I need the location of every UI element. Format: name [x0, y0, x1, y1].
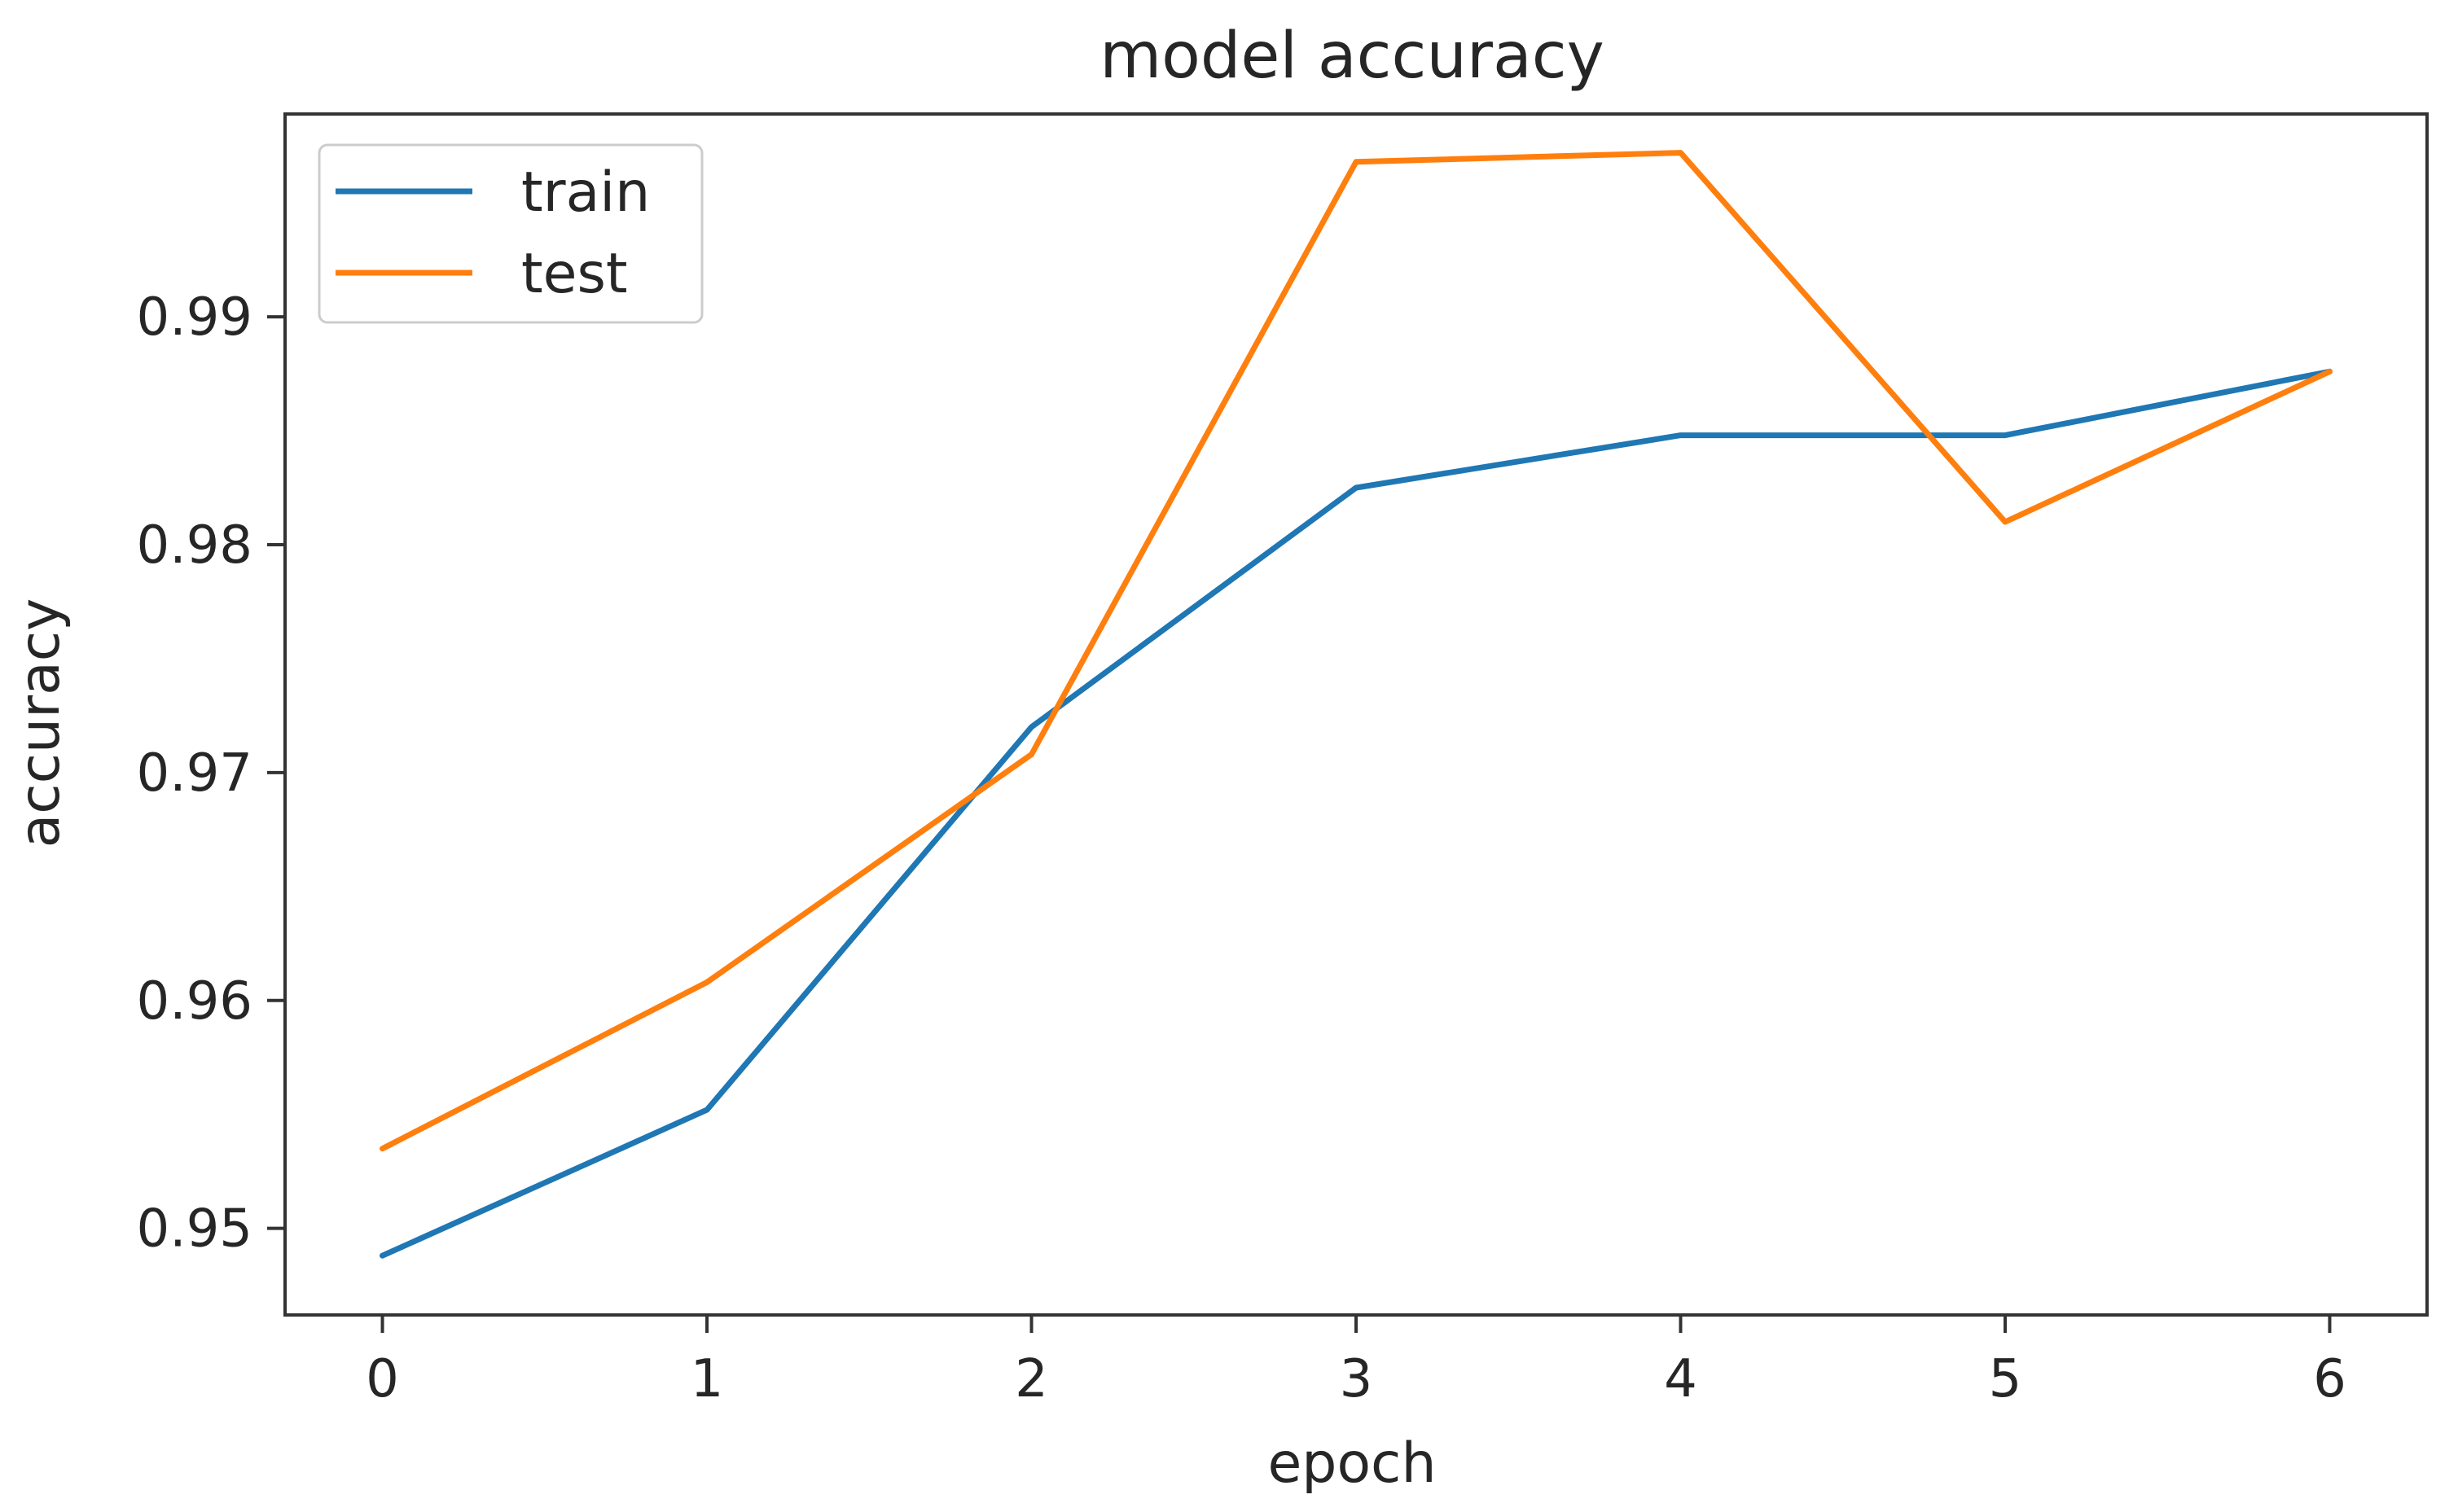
x-axis-label: epoch	[1267, 1431, 1436, 1496]
x-tick-label: 4	[1664, 1349, 1697, 1409]
y-tick-label: 0.95	[137, 1199, 253, 1260]
x-axis: 0 1 2 3 4 5 6	[366, 1315, 2346, 1409]
x-tick-label: 0	[366, 1349, 399, 1409]
chart-title: model accuracy	[1100, 20, 1604, 93]
x-tick-label: 5	[1989, 1349, 2022, 1409]
y-tick-label: 0.96	[137, 971, 253, 1032]
x-tick-label: 6	[2313, 1349, 2346, 1409]
series-layer	[380, 150, 2333, 1259]
legend-label-train: train	[521, 160, 650, 225]
y-tick-label: 0.98	[137, 515, 253, 576]
legend-label-test: test	[521, 242, 628, 306]
y-axis: 0.95 0.96 0.97 0.98 0.99	[137, 287, 285, 1260]
x-tick-label: 2	[1015, 1349, 1048, 1409]
y-tick-label: 0.97	[137, 743, 253, 804]
x-tick-label: 3	[1340, 1349, 1373, 1409]
x-tick-label: 1	[691, 1349, 724, 1409]
legend: train test	[318, 143, 704, 324]
y-axis-label: accuracy	[8, 598, 72, 848]
y-tick-label: 0.99	[137, 287, 253, 348]
